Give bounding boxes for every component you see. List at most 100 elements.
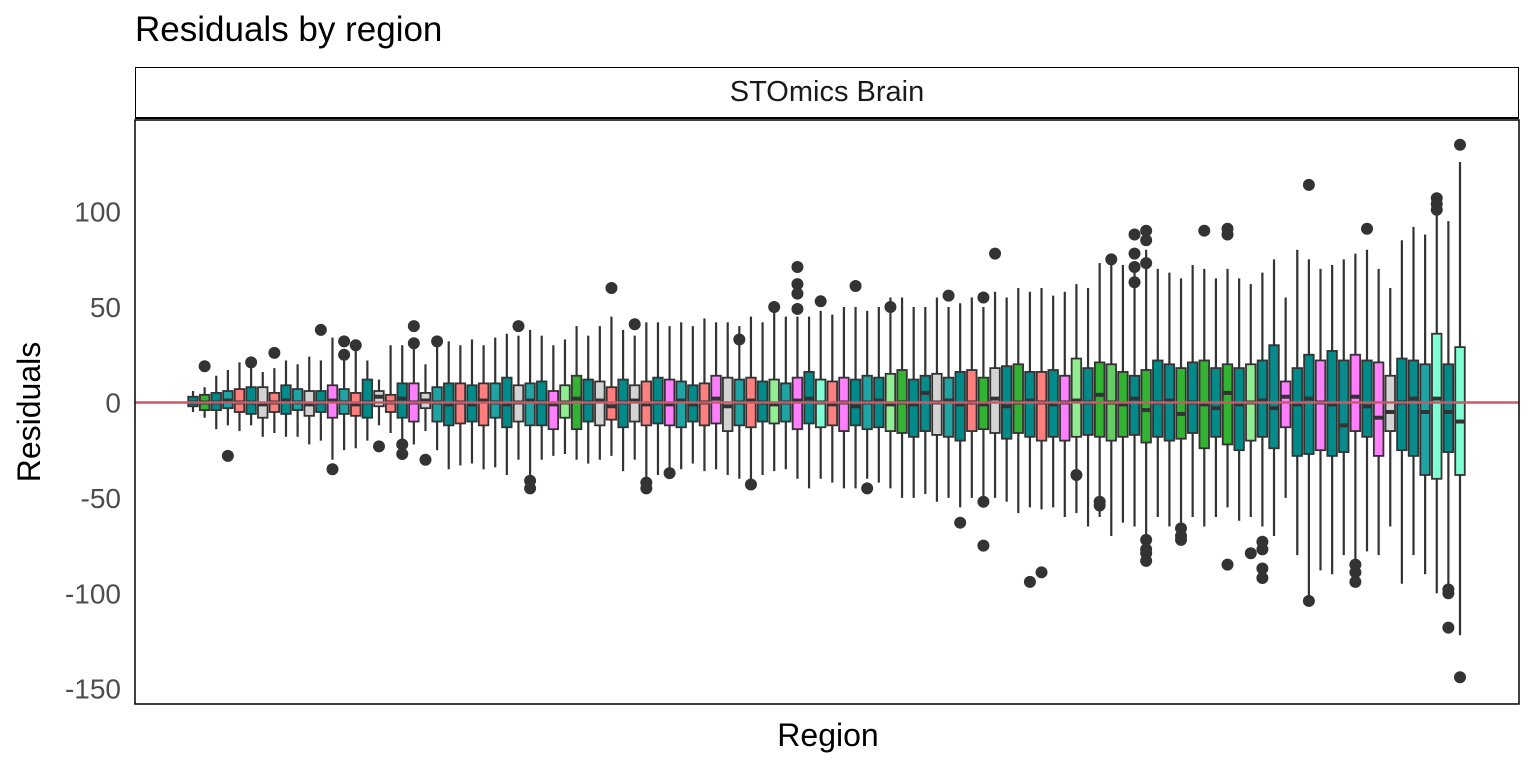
outlier-point bbox=[791, 302, 804, 315]
box-92 bbox=[1245, 284, 1257, 517]
outlier-point bbox=[268, 346, 281, 359]
box-body bbox=[942, 376, 955, 438]
box-102 bbox=[1361, 249, 1373, 552]
box-94 bbox=[1268, 259, 1280, 537]
box-54 bbox=[803, 316, 815, 489]
box-107 bbox=[1419, 234, 1431, 575]
box-30 bbox=[524, 329, 536, 479]
box-35 bbox=[582, 335, 594, 464]
box-100 bbox=[1338, 259, 1350, 556]
box-97 bbox=[1303, 259, 1315, 600]
box-19 bbox=[396, 345, 408, 449]
box-104 bbox=[1384, 287, 1396, 527]
outlier-point bbox=[791, 260, 804, 273]
box-body bbox=[1035, 371, 1048, 442]
outlier-point bbox=[989, 247, 1002, 260]
outlier-point bbox=[245, 356, 258, 369]
outlier-point bbox=[954, 516, 967, 529]
box-44 bbox=[687, 326, 699, 464]
box-66 bbox=[942, 307, 955, 498]
outlier-point bbox=[1302, 178, 1315, 191]
box-72 bbox=[1012, 287, 1024, 514]
outlier-point bbox=[640, 482, 653, 495]
x-axis-title: Region bbox=[777, 717, 878, 753]
outlier-point bbox=[791, 287, 804, 300]
box-95 bbox=[1279, 297, 1292, 498]
box-12 bbox=[315, 360, 327, 441]
box-body bbox=[1314, 359, 1327, 452]
y-tick-label: -50 bbox=[81, 483, 121, 514]
outlier-point bbox=[396, 447, 409, 460]
box-body bbox=[1012, 363, 1024, 434]
box-body bbox=[361, 378, 374, 419]
box-21 bbox=[419, 364, 432, 432]
box-88 bbox=[1198, 268, 1210, 527]
outlier-point bbox=[1105, 253, 1118, 266]
boxes-layer bbox=[187, 161, 1466, 636]
box-body bbox=[1186, 361, 1199, 434]
box-64 bbox=[919, 307, 931, 495]
box-33 bbox=[559, 339, 571, 454]
box-56 bbox=[826, 314, 838, 483]
box-50 bbox=[756, 322, 769, 475]
box-17 bbox=[373, 379, 385, 426]
y-tick-label: 100 bbox=[74, 197, 121, 228]
outlier-point bbox=[1256, 572, 1269, 585]
box-67 bbox=[954, 303, 966, 508]
outlier-point bbox=[512, 320, 525, 333]
outlier-point bbox=[431, 335, 444, 348]
box-10 bbox=[291, 364, 304, 437]
outlier-point bbox=[733, 333, 746, 346]
box-16 bbox=[361, 360, 374, 441]
box-65 bbox=[931, 297, 943, 502]
outlier-point bbox=[338, 335, 351, 348]
box-body bbox=[1338, 359, 1350, 453]
y-tick-label: 50 bbox=[90, 292, 121, 323]
box-59 bbox=[861, 310, 873, 479]
outlier-point bbox=[768, 301, 781, 314]
outlier-point bbox=[663, 467, 676, 480]
box-body bbox=[1279, 380, 1292, 429]
box-body bbox=[1221, 363, 1234, 446]
outlier-point bbox=[198, 360, 211, 373]
box-15 bbox=[350, 349, 362, 449]
outlier-point bbox=[407, 320, 420, 333]
box-body bbox=[1407, 359, 1420, 457]
box-98 bbox=[1314, 268, 1327, 571]
box-28 bbox=[501, 333, 513, 475]
outlier-point bbox=[1140, 257, 1153, 270]
box-51 bbox=[768, 307, 780, 472]
box-86 bbox=[1175, 278, 1187, 533]
box-83 bbox=[1140, 249, 1152, 537]
outlier-point bbox=[1442, 587, 1455, 600]
outlier-point bbox=[372, 440, 385, 453]
box-body bbox=[1431, 332, 1443, 480]
box-4 bbox=[222, 370, 234, 426]
box-78 bbox=[1082, 287, 1094, 527]
outlier-point bbox=[1128, 276, 1141, 289]
outlier-point bbox=[396, 438, 409, 451]
box-body bbox=[547, 390, 560, 431]
outlier-point bbox=[1349, 575, 1362, 588]
outlier-point bbox=[1349, 566, 1362, 579]
box-80 bbox=[1105, 259, 1117, 537]
box-body bbox=[291, 388, 304, 411]
outlier-point bbox=[1454, 138, 1466, 151]
outlier-point bbox=[326, 463, 339, 476]
outlier-point bbox=[524, 482, 537, 495]
outlier-point bbox=[338, 348, 351, 361]
box-105 bbox=[1396, 240, 1408, 584]
outlier-point bbox=[1140, 224, 1153, 237]
outlier-point bbox=[1430, 203, 1443, 216]
box-32 bbox=[547, 345, 560, 456]
box-body bbox=[675, 380, 687, 429]
box-61 bbox=[884, 297, 897, 489]
box-93 bbox=[1256, 272, 1269, 527]
box-body bbox=[1070, 357, 1083, 438]
box-body bbox=[1233, 367, 1245, 452]
outlier-point bbox=[1128, 260, 1141, 273]
box-89 bbox=[1210, 278, 1222, 517]
outlier-point bbox=[861, 482, 874, 495]
outlier-point bbox=[349, 339, 362, 352]
